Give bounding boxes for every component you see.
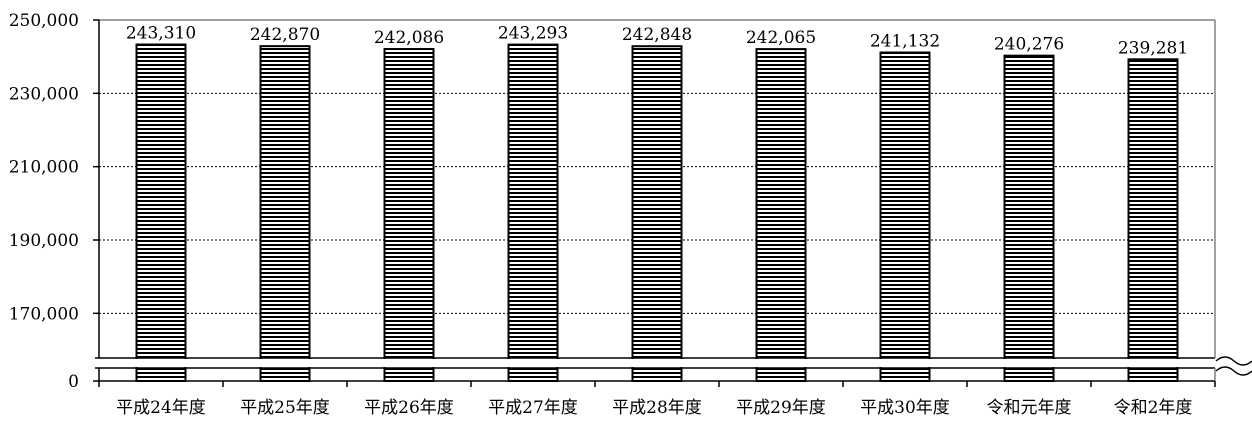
bar [259, 45, 311, 382]
bar [1003, 54, 1055, 383]
category-label: 平成30年度 [860, 398, 950, 418]
bar [507, 43, 559, 382]
bar [631, 45, 683, 382]
y-tick-label: 0 [68, 372, 79, 392]
y-tick-label: 210,000 [9, 158, 79, 178]
bar [383, 48, 435, 382]
bar [879, 51, 931, 383]
y-tick-label: 170,000 [9, 304, 79, 324]
data-label: 242,848 [622, 25, 692, 45]
y-tick-label: 230,000 [9, 84, 79, 104]
category-label: 平成29年度 [736, 398, 826, 418]
data-label: 239,281 [1118, 38, 1188, 58]
axis-break-gap [95, 359, 1219, 367]
y-tick-label: 250,000 [9, 11, 79, 31]
category-label: 平成25年度 [240, 398, 330, 418]
category-label: 平成28年度 [612, 398, 702, 418]
category-label: 平成24年度 [116, 398, 206, 418]
bar [1127, 58, 1179, 382]
bar [135, 43, 187, 382]
data-label: 240,276 [994, 35, 1064, 55]
data-label: 242,086 [374, 28, 444, 48]
data-label: 243,293 [498, 24, 568, 44]
category-label: 平成26年度 [364, 398, 454, 418]
category-label: 令和2年度 [1114, 398, 1193, 418]
bar [755, 48, 807, 382]
data-label: 242,065 [746, 28, 816, 48]
y-tick-label: 190,000 [9, 231, 79, 251]
axis-break-mark [1215, 356, 1252, 366]
category-label: 令和元年度 [987, 398, 1072, 418]
data-label: 242,870 [250, 25, 320, 45]
axis-break-mark [1215, 366, 1252, 376]
category-label: 平成27年度 [488, 398, 578, 418]
data-label: 241,132 [870, 32, 940, 52]
data-label: 243,310 [126, 24, 196, 44]
